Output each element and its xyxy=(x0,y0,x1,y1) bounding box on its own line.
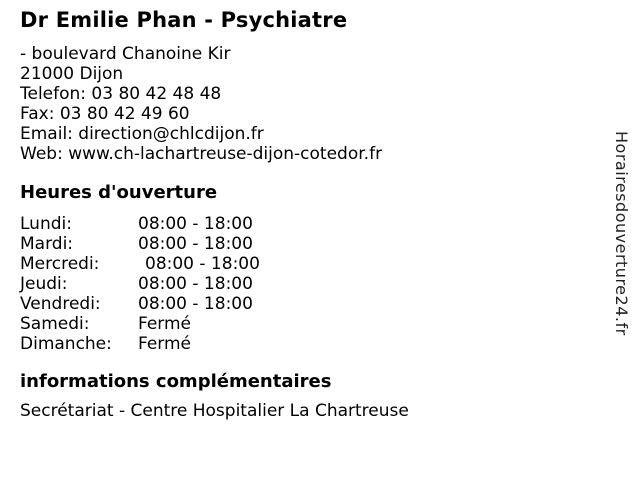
day-hours: 08:00 - 18:00 xyxy=(138,294,253,314)
hours-table: Lundi: 08:00 - 18:00 Mardi: 08:00 - 18:0… xyxy=(20,214,260,354)
contact-block: - boulevard Chanoine Kir 21000 Dijon Tel… xyxy=(20,44,382,164)
additional-info-heading: informations complémentaires xyxy=(20,371,332,392)
address-city: 21000 Dijon xyxy=(20,64,124,84)
hours-row-tuesday: Mardi: 08:00 - 18:00 xyxy=(20,234,260,254)
day-hours: 08:00 - 18:00 xyxy=(138,214,253,234)
hours-row-thursday: Jeudi: 08:00 - 18:00 xyxy=(20,274,260,294)
day-hours: Fermé xyxy=(138,334,192,354)
hours-row-friday: Vendredi: 08:00 - 18:00 xyxy=(20,294,260,314)
address-street: - boulevard Chanoine Kir xyxy=(20,44,231,64)
day-label: Vendredi: xyxy=(20,294,101,314)
day-label: Mercredi: xyxy=(20,254,100,274)
website-line: Web: www.ch-lachartreuse-dijon-cotedor.f… xyxy=(20,144,383,164)
day-hours: 08:00 - 18:00 xyxy=(145,254,260,274)
day-label: Samedi: xyxy=(20,314,90,334)
day-hours: 08:00 - 18:00 xyxy=(138,234,253,254)
phone-line: Telefon: 03 80 42 48 48 xyxy=(20,84,222,104)
email-line: Email: direction@chlcdijon.fr xyxy=(20,124,264,144)
fax-line: Fax: 03 80 42 49 60 xyxy=(20,104,190,124)
hours-row-monday: Lundi: 08:00 - 18:00 xyxy=(20,214,260,234)
hours-row-wednesday: Mercredi: 08:00 - 18:00 xyxy=(20,254,260,274)
day-label: Mardi: xyxy=(20,234,74,254)
day-hours: Fermé xyxy=(138,314,192,334)
hours-row-saturday: Samedi: Fermé xyxy=(20,314,260,334)
hours-row-sunday: Dimanche: Fermé xyxy=(20,334,260,354)
day-label: Dimanche: xyxy=(20,334,112,354)
page-title: Dr Emilie Phan - Psychiatre xyxy=(20,8,348,32)
day-hours: 08:00 - 18:00 xyxy=(138,274,253,294)
additional-info-text: Secrétariat - Centre Hospitalier La Char… xyxy=(20,401,409,421)
watermark-site-name: Horairesdouverture24.fr xyxy=(612,131,631,336)
hours-heading: Heures d'ouverture xyxy=(20,182,218,203)
day-label: Jeudi: xyxy=(20,274,68,294)
day-label: Lundi: xyxy=(20,214,72,234)
